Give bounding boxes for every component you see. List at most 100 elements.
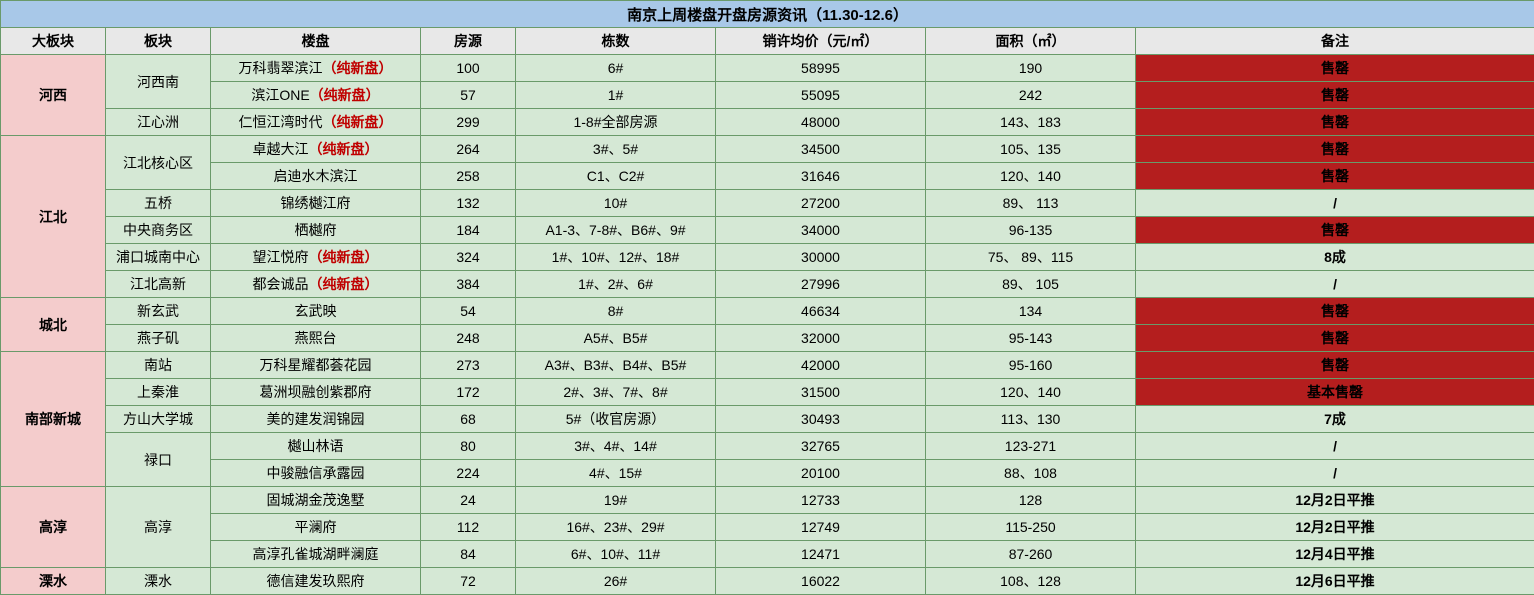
project-cell: 万科星耀都荟花园 xyxy=(211,352,421,379)
price-cell: 12749 xyxy=(716,514,926,541)
project-cell: 樾山林语 xyxy=(211,433,421,460)
price-cell: 58995 xyxy=(716,55,926,82)
buildings-cell: 10# xyxy=(516,190,716,217)
units-cell: 184 xyxy=(421,217,516,244)
buildings-cell: 16#、23#、29# xyxy=(516,514,716,541)
sub-district-cell: 江心洲 xyxy=(106,109,211,136)
sub-district-cell: 南站 xyxy=(106,352,211,379)
project-cell: 滨江ONE（纯新盘） xyxy=(211,82,421,109)
header-remark: 备注 xyxy=(1136,28,1534,55)
price-cell: 27200 xyxy=(716,190,926,217)
area-cell: 113、130 xyxy=(926,406,1136,433)
remark-cell: 售罄 xyxy=(1136,325,1534,352)
remark-cell: 售罄 xyxy=(1136,352,1534,379)
sub-district-cell: 新玄武 xyxy=(106,298,211,325)
buildings-cell: 1# xyxy=(516,82,716,109)
table-row: 中央商务区栖樾府184A1-3、7-8#、B6#、9#3400096-135售罄 xyxy=(1,217,1534,244)
table-row: 江北高新都会诚品（纯新盘）3841#、2#、6#2799689、 105/ xyxy=(1,271,1534,298)
area-cell: 128 xyxy=(926,487,1136,514)
remark-cell: 售罄 xyxy=(1136,217,1534,244)
table-row: 五桥锦绣樾江府13210#2720089、 113/ xyxy=(1,190,1534,217)
buildings-cell: 8# xyxy=(516,298,716,325)
price-cell: 32765 xyxy=(716,433,926,460)
area-cell: 143、183 xyxy=(926,109,1136,136)
units-cell: 84 xyxy=(421,541,516,568)
units-cell: 68 xyxy=(421,406,516,433)
table-row: 禄口樾山林语803#、4#、14#32765123-271/ xyxy=(1,433,1534,460)
area-cell: 87-260 xyxy=(926,541,1136,568)
area-cell: 108、128 xyxy=(926,568,1136,595)
area-cell: 89、 105 xyxy=(926,271,1136,298)
units-cell: 24 xyxy=(421,487,516,514)
units-cell: 324 xyxy=(421,244,516,271)
property-table: 南京上周楼盘开盘房源资讯（11.30-12.6） 大板块 板块 楼盘 房源 栋数… xyxy=(0,0,1534,595)
buildings-cell: 6#、10#、11# xyxy=(516,541,716,568)
new-tag: （纯新盘） xyxy=(309,249,379,265)
price-cell: 27996 xyxy=(716,271,926,298)
project-cell: 锦绣樾江府 xyxy=(211,190,421,217)
remark-cell: 12月6日平推 xyxy=(1136,568,1534,595)
sub-district-cell: 江北核心区 xyxy=(106,136,211,190)
sub-district-cell: 高淳 xyxy=(106,487,211,568)
table-row: 河西河西南万科翡翠滨江（纯新盘）1006#58995190售罄 xyxy=(1,55,1534,82)
project-cell: 仁恒江湾时代（纯新盘） xyxy=(211,109,421,136)
remark-cell: 8成 xyxy=(1136,244,1534,271)
project-cell: 美的建发润锦园 xyxy=(211,406,421,433)
header-project: 楼盘 xyxy=(211,28,421,55)
project-cell: 德信建发玖熙府 xyxy=(211,568,421,595)
project-cell: 高淳孔雀城湖畔澜庭 xyxy=(211,541,421,568)
units-cell: 273 xyxy=(421,352,516,379)
project-name: 滨江ONE xyxy=(251,87,309,103)
project-cell: 固城湖金茂逸墅 xyxy=(211,487,421,514)
price-cell: 30493 xyxy=(716,406,926,433)
buildings-cell: C1、C2# xyxy=(516,163,716,190)
new-tag: （纯新盘） xyxy=(323,60,393,76)
table-row: 中骏融信承露园2244#、15#2010088、108/ xyxy=(1,460,1534,487)
price-cell: 46634 xyxy=(716,298,926,325)
remark-cell: 售罄 xyxy=(1136,109,1534,136)
buildings-cell: 5#（收官房源） xyxy=(516,406,716,433)
price-cell: 34000 xyxy=(716,217,926,244)
price-cell: 12471 xyxy=(716,541,926,568)
units-cell: 80 xyxy=(421,433,516,460)
remark-cell: 售罄 xyxy=(1136,82,1534,109)
price-cell: 32000 xyxy=(716,325,926,352)
header-sub-district: 板块 xyxy=(106,28,211,55)
buildings-cell: 26# xyxy=(516,568,716,595)
buildings-cell: 1-8#全部房源 xyxy=(516,109,716,136)
header-row: 大板块 板块 楼盘 房源 栋数 销许均价（元/㎡） 面积（㎡） 备注 xyxy=(1,28,1534,55)
area-cell: 96-135 xyxy=(926,217,1136,244)
price-cell: 31646 xyxy=(716,163,926,190)
price-cell: 20100 xyxy=(716,460,926,487)
table-row: 高淳孔雀城湖畔澜庭846#、10#、11#1247187-26012月4日平推 xyxy=(1,541,1534,568)
buildings-cell: A5#、B5# xyxy=(516,325,716,352)
table-body: 河西河西南万科翡翠滨江（纯新盘）1006#58995190售罄滨江ONE（纯新盘… xyxy=(1,55,1534,595)
table-row: 高淳高淳固城湖金茂逸墅2419#1273312812月2日平推 xyxy=(1,487,1534,514)
project-cell: 都会诚品（纯新盘） xyxy=(211,271,421,298)
project-name: 万科翡翠滨江 xyxy=(239,60,323,76)
project-name: 望江悦府 xyxy=(253,249,309,265)
project-cell: 卓越大江（纯新盘） xyxy=(211,136,421,163)
units-cell: 384 xyxy=(421,271,516,298)
price-cell: 42000 xyxy=(716,352,926,379)
buildings-cell: 6# xyxy=(516,55,716,82)
remark-cell: 售罄 xyxy=(1136,136,1534,163)
area-cell: 123-271 xyxy=(926,433,1136,460)
area-cell: 89、 113 xyxy=(926,190,1136,217)
sub-district-cell: 方山大学城 xyxy=(106,406,211,433)
units-cell: 57 xyxy=(421,82,516,109)
sub-district-cell: 禄口 xyxy=(106,433,211,487)
table-row: 南部新城南站万科星耀都荟花园273A3#、B3#、B4#、B5#4200095-… xyxy=(1,352,1534,379)
big-district-cell: 南部新城 xyxy=(1,352,106,487)
price-cell: 16022 xyxy=(716,568,926,595)
project-cell: 玄武映 xyxy=(211,298,421,325)
table-row: 上秦淮葛洲坝融创紫郡府1722#、3#、7#、8#31500120、140基本售… xyxy=(1,379,1534,406)
table-row: 江心洲仁恒江湾时代（纯新盘）2991-8#全部房源48000143、183售罄 xyxy=(1,109,1534,136)
area-cell: 95-160 xyxy=(926,352,1136,379)
sub-district-cell: 河西南 xyxy=(106,55,211,109)
table-row: 启迪水木滨江258C1、C2#31646120、140售罄 xyxy=(1,163,1534,190)
buildings-cell: 1#、10#、12#、18# xyxy=(516,244,716,271)
area-cell: 120、140 xyxy=(926,163,1136,190)
table-row: 平澜府11216#、23#、29#12749115-25012月2日平推 xyxy=(1,514,1534,541)
header-price: 销许均价（元/㎡） xyxy=(716,28,926,55)
